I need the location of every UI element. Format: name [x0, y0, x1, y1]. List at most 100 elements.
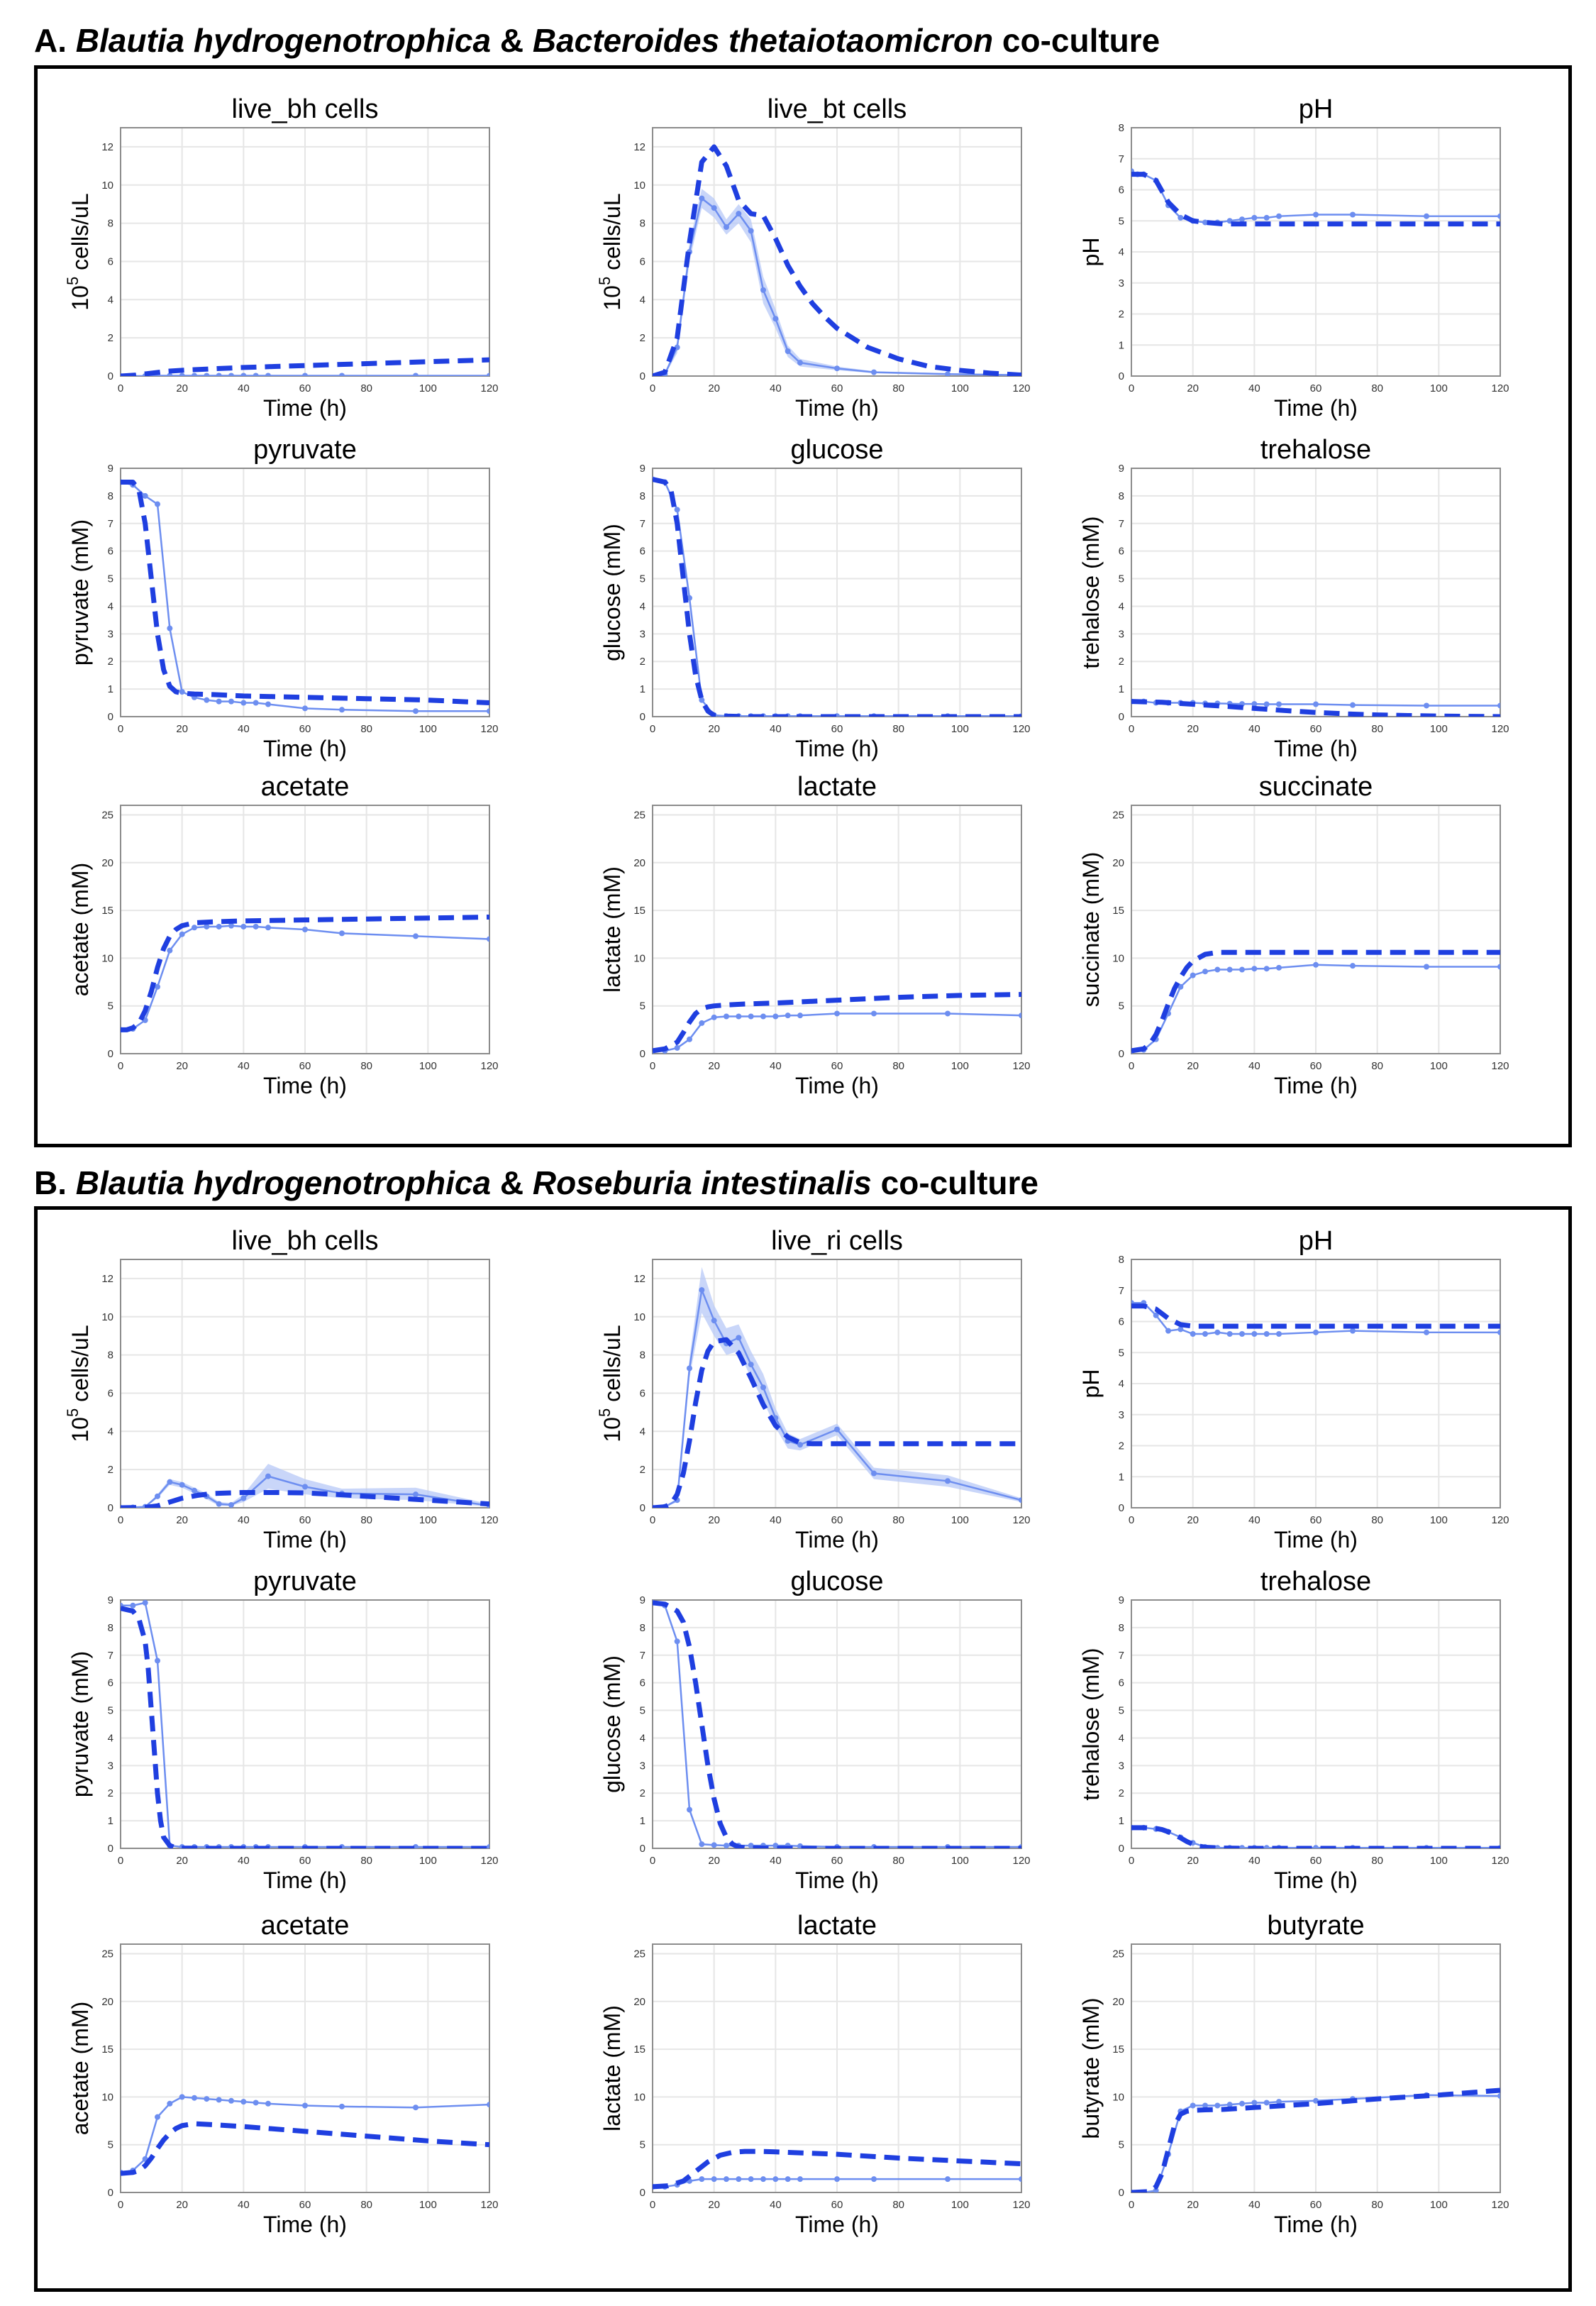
x-tick-label: 20 — [708, 2199, 720, 2211]
data-point — [1251, 1331, 1258, 1337]
data-point — [240, 2099, 247, 2105]
chart-a-lactate: 0 20 40 60 80 100 120 0 5 10 15 20 25 lactate Time (h)… — [599, 772, 1031, 1098]
x-tick-label: 120 — [1012, 723, 1030, 735]
data-point — [699, 1841, 705, 1848]
x-tick-label: 120 — [480, 1060, 498, 1072]
plot-area — [121, 357, 489, 376]
data-point — [1226, 2102, 1233, 2108]
y-tick-label: 9 — [108, 1594, 113, 1606]
y-tick-label: 0 — [108, 1048, 113, 1060]
data-point — [724, 1843, 729, 1848]
data-point — [1239, 2100, 1245, 2107]
data-point — [253, 373, 259, 376]
x-tick-label: 80 — [892, 2199, 904, 2211]
data-point — [772, 316, 779, 322]
data-point — [1313, 211, 1319, 218]
data-point — [748, 1362, 754, 1368]
x-tick-label: 40 — [770, 382, 782, 395]
y-tick-label: 0 — [108, 711, 113, 723]
x-tick-label: 120 — [1012, 2199, 1030, 2211]
data-point — [1226, 1331, 1233, 1337]
data-point — [797, 1013, 803, 1019]
model-series-line — [121, 1606, 489, 1848]
chart-title: pH — [1299, 1226, 1334, 1256]
y-tick-label: 8 — [1119, 1622, 1124, 1634]
data-point — [760, 1384, 766, 1391]
x-axis-label: Time (h) — [1274, 2212, 1358, 2237]
data-point — [674, 507, 680, 513]
x-axis-label: Time (h) — [795, 1868, 879, 1893]
data-point — [302, 705, 308, 712]
x-tick-label: 80 — [360, 1060, 372, 1072]
y-axis-label: lactate (mM) — [599, 2005, 625, 2131]
data-point — [1276, 964, 1282, 971]
data-point — [253, 923, 259, 929]
y-tick-label: 7 — [108, 518, 113, 530]
x-tick-label: 20 — [708, 1514, 720, 1526]
y-tick-label: 2 — [640, 332, 645, 344]
y-tick-label: 6 — [640, 255, 645, 267]
x-tick-label: 40 — [1248, 1514, 1260, 1526]
data-point — [674, 1638, 680, 1645]
panel-b-species-2: Roseburia intestinalis — [532, 1164, 872, 1201]
model-series-line — [653, 144, 1021, 376]
data-point — [1276, 213, 1282, 219]
y-axis-label: pyruvate (mM) — [67, 1651, 93, 1797]
y-tick-label: 0 — [1119, 1502, 1124, 1514]
x-tick-label: 40 — [1248, 1855, 1260, 1867]
y-tick-label: 6 — [1119, 1316, 1124, 1328]
data-point — [724, 1013, 729, 1020]
x-tick-label: 100 — [419, 2199, 437, 2211]
y-tick-label: 10 — [101, 2091, 113, 2103]
y-tick-label: 8 — [108, 1622, 113, 1634]
y-axis-label: pH — [1078, 238, 1104, 267]
data-point — [1497, 213, 1500, 219]
y-axis-label: pyruvate (mM) — [67, 519, 93, 666]
data-point — [1019, 1013, 1021, 1019]
y-axis-label: pH — [1078, 1369, 1104, 1399]
y-tick-label: 25 — [1112, 809, 1124, 821]
chart-title: lactate — [797, 772, 877, 802]
y-tick-label: 9 — [108, 463, 113, 475]
data-point — [772, 1843, 779, 1848]
data-point — [1350, 1328, 1356, 1334]
y-tick-label: 1 — [1119, 683, 1124, 695]
y-tick-label: 12 — [633, 1273, 645, 1285]
chart-a-succinate: 0 20 40 60 80 100 120 0 5 10 15 20 25 succinate Time (… — [1078, 772, 1509, 1098]
data-point — [155, 2114, 160, 2120]
y-tick-label: 7 — [1119, 518, 1124, 530]
chart-b-acetate: 0 20 40 60 80 100 120 0 5 10 15 20 25 acetate Time (h)… — [67, 1911, 499, 2237]
x-tick-label: 60 — [299, 723, 311, 735]
data-point — [265, 925, 271, 931]
y-tick-label: 0 — [108, 1502, 113, 1514]
chart-title: pyruvate — [253, 1567, 357, 1596]
y-tick-label: 15 — [633, 905, 645, 917]
x-tick-label: 0 — [1129, 2199, 1134, 2211]
y-tick-label: 6 — [1119, 546, 1124, 558]
x-tick-label: 80 — [892, 1060, 904, 1072]
x-tick-label: 100 — [951, 1060, 969, 1072]
y-tick-label: 6 — [640, 1387, 645, 1399]
chart-title: butyrate — [1267, 1911, 1364, 1941]
data-point — [1313, 701, 1319, 707]
y-tick-label: 8 — [640, 490, 645, 502]
plot-frame — [652, 805, 1022, 1054]
y-tick-label: 10 — [633, 2091, 645, 2103]
data-point — [302, 927, 308, 932]
y-tick-label: 1 — [1119, 339, 1124, 351]
y-tick-label: 4 — [640, 294, 645, 306]
chart-title: live_bh cells — [232, 1226, 379, 1256]
x-tick-label: 60 — [1310, 723, 1322, 735]
y-tick-label: 9 — [1119, 463, 1124, 475]
y-tick-label: 8 — [1119, 122, 1124, 134]
chart-title: live_bh cells — [232, 94, 379, 124]
chart-title: trehalose — [1260, 1567, 1371, 1596]
y-tick-label: 1 — [640, 1815, 645, 1827]
x-tick-label: 0 — [118, 1060, 123, 1072]
y-tick-label: 7 — [1119, 153, 1124, 165]
data-point — [1153, 2188, 1159, 2192]
y-tick-label: 5 — [1119, 1705, 1124, 1717]
y-tick-label: 10 — [1112, 2091, 1124, 2103]
data-point — [772, 1013, 779, 1020]
y-tick-label: 5 — [108, 2139, 113, 2151]
